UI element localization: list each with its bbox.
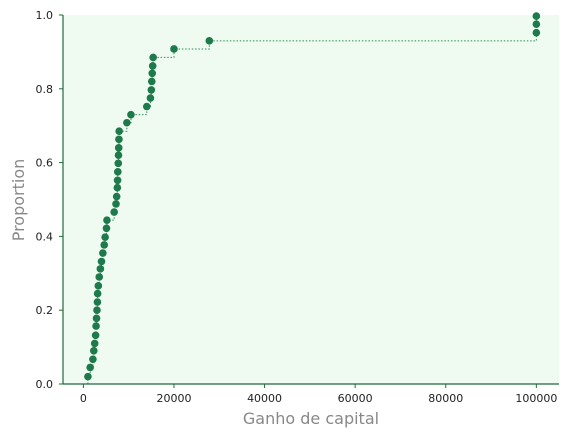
data-point [205, 37, 214, 45]
data-point [147, 77, 156, 86]
x-ticks: 0 20000 40000 60000 80000 100000 [80, 384, 557, 405]
data-point [99, 249, 107, 257]
data-point [84, 372, 92, 381]
data-point [113, 183, 122, 192]
x-tick-label: 100000 [515, 392, 557, 405]
data-point [90, 339, 99, 348]
data-point [100, 241, 109, 249]
data-point [96, 265, 105, 273]
x-axis-title: Ganho de capital [243, 409, 379, 428]
data-point [101, 233, 109, 241]
data-point [532, 28, 541, 37]
data-point [148, 69, 157, 78]
data-point [113, 176, 122, 185]
series-layer [84, 12, 541, 384]
data-point [102, 224, 111, 233]
data-point [142, 102, 151, 111]
data-point [103, 216, 111, 224]
data-point [92, 314, 101, 323]
x-tick-label: 60000 [338, 392, 373, 405]
data-point [93, 298, 102, 306]
data-point [146, 94, 155, 102]
data-point [110, 208, 118, 216]
data-point [147, 86, 156, 94]
data-point [149, 53, 157, 62]
plot-background [63, 15, 559, 384]
data-point [97, 257, 106, 266]
x-tick-label: 40000 [247, 392, 282, 405]
data-point [114, 168, 122, 176]
data-point [114, 151, 123, 160]
data-point [115, 135, 123, 144]
y-tick-label: 0.0 [36, 378, 54, 391]
data-point [532, 12, 541, 20]
data-point [94, 282, 103, 290]
y-ticks: 0.0 0.2 0.4 0.6 0.8 1.0 [36, 9, 63, 391]
data-point [95, 273, 104, 281]
data-point [123, 118, 131, 127]
data-point [148, 62, 157, 70]
data-point [112, 200, 120, 208]
data-point [93, 306, 101, 315]
y-tick-label: 0.4 [36, 230, 54, 243]
data-point [115, 127, 123, 136]
data-point [93, 289, 102, 298]
y-axis-title: Proportion [9, 159, 28, 242]
data-point [532, 20, 541, 29]
data-point [92, 322, 100, 330]
y-tick-label: 0.8 [36, 83, 54, 96]
x-tick-label: 20000 [156, 392, 191, 405]
x-tick-label: 0 [80, 392, 87, 405]
data-point [89, 355, 97, 364]
data-point [112, 192, 121, 201]
data-point [114, 144, 123, 152]
data-point [170, 45, 178, 53]
data-point [90, 346, 98, 355]
data-point [127, 110, 135, 119]
x-tick-label: 80000 [428, 392, 463, 405]
data-point [91, 331, 100, 340]
data-point [86, 363, 94, 372]
y-tick-label: 0.6 [36, 157, 54, 170]
y-tick-label: 1.0 [36, 9, 54, 22]
data-point [114, 159, 123, 168]
y-tick-label: 0.2 [36, 304, 54, 317]
